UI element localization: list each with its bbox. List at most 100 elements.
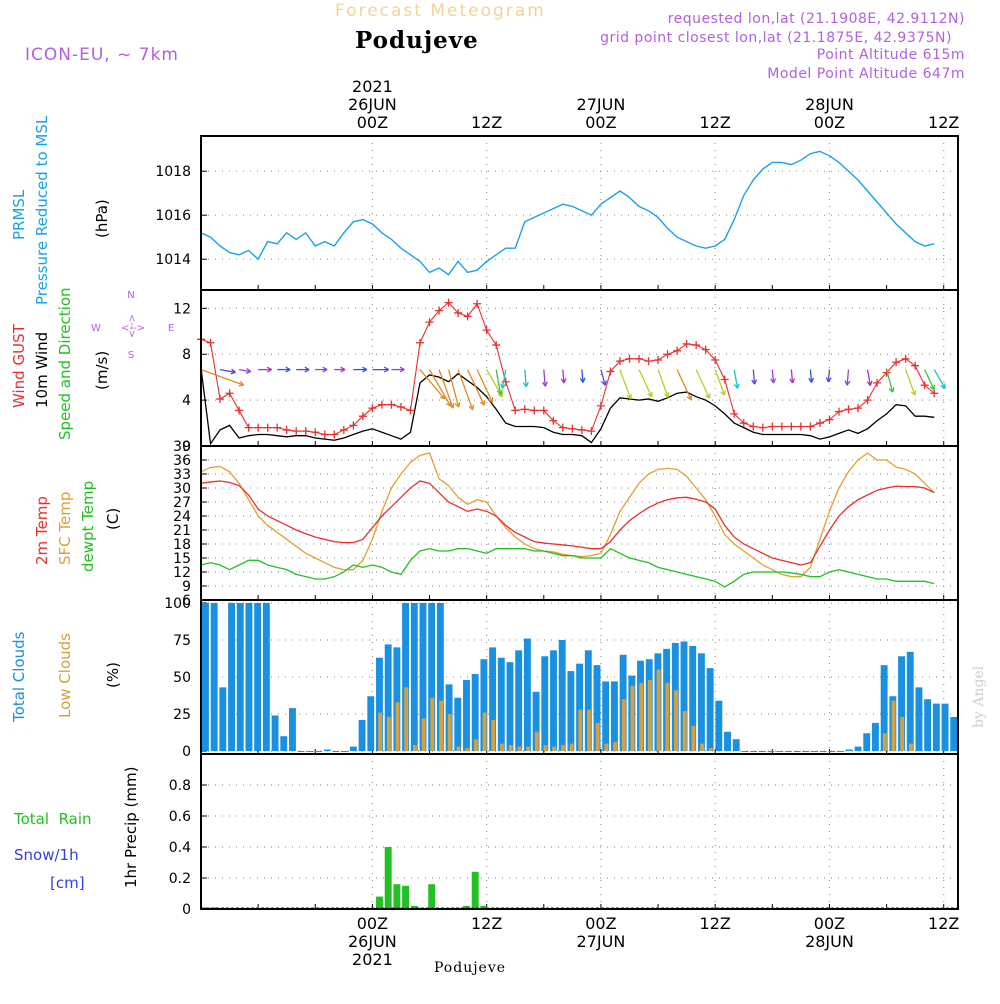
forecast-title: Forecast Meteogram xyxy=(335,1,546,21)
total-cloud-bar xyxy=(262,602,270,752)
low-cloud-bar xyxy=(882,733,887,752)
gust-marker xyxy=(263,423,272,432)
low-cloud-bar xyxy=(500,743,504,752)
ytick-label: 9 xyxy=(182,579,191,595)
gust-marker xyxy=(377,400,386,409)
wind-gust-label: Wind GUST xyxy=(10,323,28,408)
wind-arrow-head xyxy=(888,387,895,393)
time-label-top: 00Z xyxy=(357,113,388,132)
wind-arrow xyxy=(676,369,692,401)
wind-arrow-head xyxy=(929,384,936,391)
total-cloud-bar xyxy=(532,691,540,752)
ytick-label: 12 xyxy=(173,301,191,317)
gust-marker xyxy=(720,375,729,384)
low-cloud-bar xyxy=(630,685,635,752)
total-cloud-bar xyxy=(793,751,801,753)
total-cloud-bar xyxy=(906,651,914,752)
total-cloud-bar xyxy=(776,751,784,753)
total-cloud-bar xyxy=(602,681,610,752)
total-cloud-bar xyxy=(367,696,375,752)
panel2-labels: Wind GUST 10m Wind Speed and Direction (… xyxy=(10,287,174,440)
total-cloud-bar xyxy=(941,703,949,752)
time-label-top: 12Z xyxy=(471,113,502,132)
gust-marker xyxy=(596,401,605,410)
low-cloud-bar xyxy=(708,748,713,752)
total-cloud-bar xyxy=(523,638,531,752)
wind-arrow-head xyxy=(579,377,586,383)
low-cloud-bar xyxy=(439,700,444,752)
ms-label: (m/s) xyxy=(93,351,111,390)
wind-arrow xyxy=(428,369,452,407)
low-cloud-bar xyxy=(473,739,478,752)
low-cloud-bar xyxy=(447,714,452,752)
low-cloud-bar xyxy=(517,746,522,752)
total-cloud-bar xyxy=(802,751,810,753)
wind-direction-legend: N S W E <--> <--> xyxy=(91,290,174,361)
gust-marker xyxy=(511,406,520,415)
wind-arrow xyxy=(846,369,850,386)
gust-marker xyxy=(615,357,624,366)
ytick-label: 25 xyxy=(173,707,191,723)
total-cloud-bar xyxy=(610,681,618,752)
gust-marker xyxy=(806,422,815,431)
gust-marker xyxy=(844,405,853,414)
gust-marker xyxy=(644,357,653,366)
footer-location: Podujeve xyxy=(434,960,506,976)
gust-marker xyxy=(863,396,872,405)
gust-marker xyxy=(568,424,577,433)
panel-1: 1014 1016 1018 xyxy=(155,136,958,290)
gust-marker xyxy=(301,427,310,436)
total-cloud-bar xyxy=(724,731,731,752)
gust-marker xyxy=(530,406,539,415)
gust-marker xyxy=(587,427,596,436)
total-cloud-bar xyxy=(576,663,584,752)
ytick-label: 21 xyxy=(173,523,191,539)
wind-arrow xyxy=(476,369,493,403)
gust-marker xyxy=(358,412,367,421)
ytick-label: 24 xyxy=(173,509,191,525)
wind-arrow xyxy=(619,369,632,400)
gust-marker xyxy=(701,345,710,354)
low-cloud-bar xyxy=(682,711,687,752)
point-altitude: Point Altitude 615m xyxy=(817,47,965,63)
wind-arrow xyxy=(438,369,454,409)
total-cloud-bar xyxy=(289,708,296,752)
total-cloud-bar xyxy=(245,602,253,752)
low-cloud-bar xyxy=(560,745,565,752)
total-cloud-bar xyxy=(741,751,749,753)
gust-marker xyxy=(482,326,491,335)
total-cloud-bar xyxy=(480,659,488,752)
gust-marker xyxy=(539,406,548,415)
panel-frame-5 xyxy=(200,753,959,910)
ytick-label: 100 xyxy=(164,596,191,612)
wind-arrow xyxy=(581,369,584,383)
requested-coords: requested lon,lat (21.1908E, 42.9112N) xyxy=(668,11,965,27)
total-cloud-bar xyxy=(715,700,723,752)
total-cloud-bar xyxy=(384,644,392,752)
low-cloud-bar xyxy=(691,725,696,752)
ytick-label: 33 xyxy=(173,467,191,483)
total-cloud-bar xyxy=(315,751,323,753)
total-cloud-bar xyxy=(584,650,592,752)
total-cloud-bar xyxy=(454,697,462,752)
low-cloud-bar xyxy=(552,746,557,752)
total-cloud-bar xyxy=(558,639,566,752)
wind-arrow-head xyxy=(770,378,777,384)
gust-marker xyxy=(815,419,824,428)
wind-arrow-head xyxy=(362,366,368,373)
total-cloud-bar xyxy=(306,751,314,753)
ytick-label: 0.2 xyxy=(169,871,191,887)
wind-arrow xyxy=(638,369,653,398)
ytick-label: 0.4 xyxy=(169,840,191,856)
pressure-line xyxy=(200,150,935,276)
model-point-altitude: Model Point Altitude 647m xyxy=(767,66,965,82)
wind-gust-line xyxy=(200,301,935,436)
total-cloud-bar xyxy=(341,751,349,753)
wind-arrow-head xyxy=(560,378,567,384)
time-label-bottom: 00Z xyxy=(814,914,845,933)
time-label-bottom: 26JUN xyxy=(348,932,397,951)
rain-bar xyxy=(428,884,436,909)
wind-arrow-head xyxy=(322,366,328,373)
